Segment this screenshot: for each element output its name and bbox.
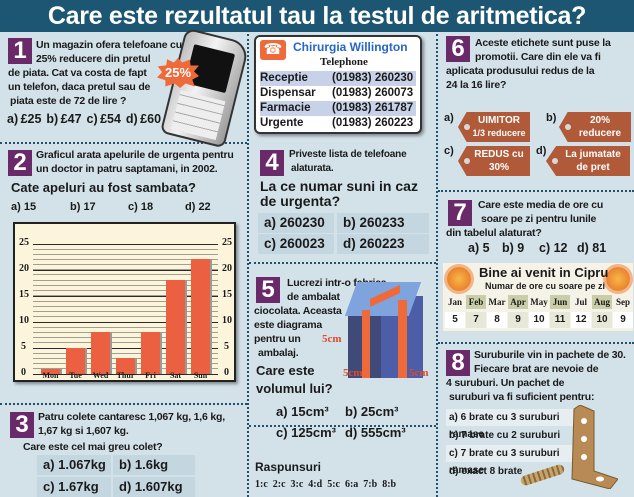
price-tag-b[interactable]: 20% reducere [559,112,631,142]
option-d[interactable]: d) exact 8 brate [449,466,523,477]
bar-wed [91,332,110,374]
bar-tue [66,348,85,374]
option-d[interactable]: d) 1.607kg [113,477,195,497]
sun-icon [447,267,471,291]
option-d[interactable]: d) 260223 [337,234,429,254]
option-c[interactable]: c) 125cm³ [276,425,336,440]
table-subtitle: Numar de ore cu soare pe zi [485,281,606,291]
depth-label: 5cm [343,367,363,379]
bar-mon [41,369,60,374]
option-b[interactable]: b) 9 [502,241,525,255]
price-tag-a[interactable]: UIMITOR 1/3 reducere [458,112,530,142]
question-text: din tabelul alaturat? [446,227,542,239]
divider [438,342,634,344]
question-number: 1 [8,38,32,64]
option-b[interactable]: b) 25cm³ [345,404,399,419]
question-prompt: Cate apeluri au fost sambata? [11,180,196,195]
divider [0,403,247,405]
option-b[interactable]: b) £47 [46,112,82,126]
option-a[interactable]: a) 5 [468,241,490,255]
question-text: Priveste lista de telefoane alaturata. [289,149,407,174]
option-c[interactable]: c) 260023 [258,234,334,254]
option-b[interactable]: b) 1.6kg [113,455,195,475]
option-a[interactable]: a) 6 brate cu 3 suruburi ramase [446,409,594,440]
option-d[interactable]: d) 22 [185,201,211,213]
question-number: 2 [8,150,32,176]
question-number: 7 [448,200,472,226]
question-number: 8 [446,350,470,376]
question-prompt: La ce numar suni in caz de urgenta? [260,178,418,209]
phonebook-row: Farmacie (01983) 261787 [260,101,416,116]
divider [0,142,247,144]
bar-sun [191,259,210,374]
price-tag-d[interactable]: La jumatate de pret [546,146,630,176]
question-text: Aceste etichete sunt puse la promotii. C… [475,37,611,63]
answers-title: Raspunsuri [255,460,322,474]
option-a[interactable]: a) 15 [11,201,37,213]
option-b[interactable]: b) 260233 [337,213,429,233]
option-c[interactable]: c) £54 [86,112,121,126]
question-text: de piata. Cat va costa de fapt un telefo… [8,67,151,107]
question-text: ciocolata. Aceasta este diagrama pentru … [254,305,342,359]
question-number: 5 [256,277,280,303]
width-label: 5cm [409,367,429,379]
option-c[interactable]: c) 12 [539,241,568,255]
question-text: Suruburile vin in pachete de 30. Fiecare… [474,349,626,375]
phonebook-card: ☎ Chirurgia Willington Telephone Recepti… [254,35,422,134]
bar-thur [116,358,135,374]
telephone-icon: ☎ [260,40,286,60]
answer-options: a) £25 b) £47 c) £54 d) £60 [7,112,161,126]
phonebook-row: Dispensar (01983) 260073 [260,87,414,99]
card-subtitle: Telephone [320,56,368,68]
page-title: Care este rezultatul tau la testul de ar… [0,0,634,32]
bracket-image [571,405,618,489]
question-text: 4 suruburi. Un pachet de suruburi va fi … [446,377,595,403]
table-title: Bine ai venit in Cipru [479,265,609,280]
question-text: Un magazin ofera telefoane cu 25% reduce… [36,39,182,65]
question-number: 6 [446,36,470,62]
question-prompt: Care este cel mai greu colet? [23,441,163,453]
question-text: Care este media de ore cu soare pe zi pe… [478,199,604,225]
question-text: Graficul arata apelurile de urgenta pent… [36,149,234,175]
phonebook-row: Receptie (01983) 260230 [260,71,416,86]
option-d[interactable]: d) £60 [125,112,162,126]
option-c[interactable]: c) 18 [128,201,154,213]
bar-sat [166,280,185,374]
question-prompt: Care este volumul lui? [256,363,333,396]
question-number: 3 [10,412,34,438]
divider [438,190,634,192]
sunshine-table: Bine ai venit in Cipru Numar de ore cu s… [443,263,633,331]
question-text: Patru colete cantaresc 1,067 kg, 1,6 kg,… [38,411,225,437]
sun-icon [606,267,630,291]
bar-chart: 25 20 15 10 5 0 25 20 15 10 5 0 Mon Tue … [13,222,236,382]
divider [249,425,436,427]
answers-key: 1:c 2:c 3:c 4:d 5:c 6:a 7:b 8:b [255,479,397,490]
option-a[interactable]: a) 15cm³ [276,404,329,419]
option-b[interactable]: b) 17 [70,201,96,213]
option-d[interactable]: d) 81 [577,241,607,255]
option-a[interactable]: a) £25 [7,112,42,126]
height-label: 5cm [322,333,342,345]
clinic-name: Chirurgia Willington [293,40,408,54]
question-number: 4 [260,150,284,176]
phonebook-row: Urgente (01983) 260223 [260,117,414,129]
bar-fri [141,332,160,374]
divider [249,262,436,264]
divider [436,34,438,497]
question-text: aplicata produsului redus de la 24 la 16… [446,65,595,91]
option-c[interactable]: c) 7 brate cu 3 suruburi ramase [446,445,594,476]
price-tag-c[interactable]: REDUS cu 30% [458,146,530,176]
option-a[interactable]: a) 260230 [258,213,334,233]
option-a[interactable]: a) 1.067kg [37,455,111,475]
divider [247,34,249,497]
option-d[interactable]: d) 555cm³ [345,425,406,440]
option-c[interactable]: c) 1.67kg [37,477,111,497]
